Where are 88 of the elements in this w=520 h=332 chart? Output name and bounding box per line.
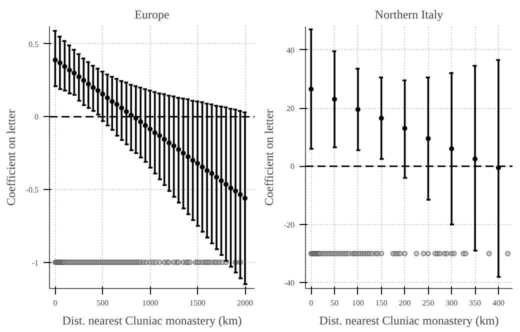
x-tick-label: 2000 (237, 298, 254, 308)
point (209, 171, 214, 176)
point (86, 82, 91, 86)
y-axis-title: Coefficient on letter (4, 109, 18, 206)
y-tick-label: -20 (284, 220, 295, 230)
point (378, 250, 384, 256)
point (176, 147, 182, 152)
point (57, 60, 62, 66)
point (238, 192, 243, 198)
x-axis-title: Dist. nearest Cluniac monastery (km) (62, 314, 242, 328)
point (486, 250, 492, 256)
point (190, 158, 196, 163)
point (402, 250, 408, 256)
point (95, 88, 100, 94)
point (414, 250, 420, 256)
point (449, 146, 454, 152)
point (451, 250, 457, 256)
point (228, 186, 234, 191)
point (66, 68, 72, 73)
point (426, 136, 431, 142)
point (152, 130, 158, 136)
point (233, 188, 238, 194)
y-axis-title: Coefficient on letter (262, 109, 276, 206)
point (171, 143, 176, 148)
x-tick-label: 50 (330, 298, 339, 308)
point (214, 174, 220, 180)
point (397, 250, 403, 256)
y-tick-label: -0.5 (26, 186, 39, 195)
point (444, 250, 450, 256)
point (142, 122, 148, 128)
x-tick-label: 200 (398, 298, 411, 308)
point (124, 109, 129, 114)
y-tick-label: 0 (34, 112, 38, 122)
point (472, 156, 478, 162)
x-tick-label: 250 (422, 298, 434, 308)
point (90, 85, 96, 90)
point (52, 57, 58, 62)
point (166, 140, 172, 146)
x-axis-title: Dist. nearest Cluniac monastery (km) (319, 314, 499, 328)
point (81, 78, 86, 83)
x-tick-label: 300 (446, 298, 458, 308)
point (100, 92, 106, 97)
point (119, 106, 124, 111)
point (437, 250, 443, 256)
point (76, 74, 82, 80)
x-tick-label: 350 (469, 298, 482, 308)
y-tick-label: -40 (284, 278, 295, 288)
point (242, 196, 248, 201)
point (308, 86, 314, 92)
point (180, 150, 186, 156)
point (200, 164, 205, 170)
y-tick-label: -1 (32, 258, 39, 268)
point (104, 95, 110, 100)
point (224, 182, 229, 187)
y-tick-label: 20 (286, 104, 294, 114)
point (402, 126, 408, 131)
x-tick-label: 100 (352, 298, 364, 308)
x-tick-label: 400 (492, 298, 504, 308)
point (332, 96, 338, 102)
x-tick-label: 150 (375, 298, 388, 308)
point (378, 116, 384, 121)
x-tick-label: 500 (96, 298, 109, 308)
y-tick-label: 0.5 (28, 40, 38, 49)
point (162, 136, 167, 142)
point (110, 98, 115, 104)
point (218, 178, 224, 184)
point (186, 154, 191, 160)
point (128, 112, 134, 118)
point (420, 250, 426, 256)
chart-title: Europe (134, 8, 170, 22)
point (195, 160, 200, 166)
x-tick-label: 0 (309, 298, 314, 308)
point (157, 133, 162, 138)
x-tick-label: 0 (53, 298, 58, 308)
x-tick-label: 1000 (142, 298, 158, 308)
point (148, 126, 153, 132)
y-tick-label: 40 (286, 46, 294, 55)
x-tick-label: 1500 (190, 298, 206, 308)
point (114, 102, 120, 107)
point (425, 250, 431, 256)
point (355, 106, 360, 112)
y-tick-label: 0 (290, 162, 294, 172)
point (72, 70, 77, 76)
point (62, 64, 68, 70)
chart-title: Northern Italy (374, 8, 444, 22)
point (204, 168, 210, 174)
point (505, 250, 511, 256)
point (138, 119, 144, 124)
